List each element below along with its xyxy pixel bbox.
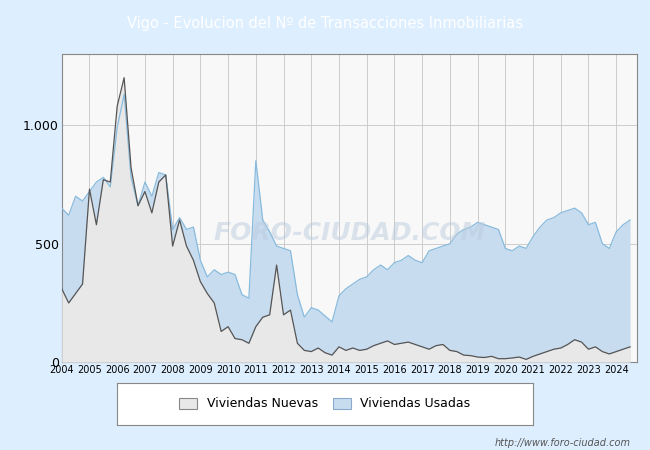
Legend: Viviendas Nuevas, Viviendas Usadas: Viviendas Nuevas, Viviendas Usadas: [174, 392, 476, 415]
Text: FORO-CIUDAD.COM: FORO-CIUDAD.COM: [213, 221, 486, 245]
Text: http://www.foro-ciudad.com: http://www.foro-ciudad.com: [495, 438, 630, 448]
Text: Vigo - Evolucion del Nº de Transacciones Inmobiliarias: Vigo - Evolucion del Nº de Transacciones…: [127, 16, 523, 31]
